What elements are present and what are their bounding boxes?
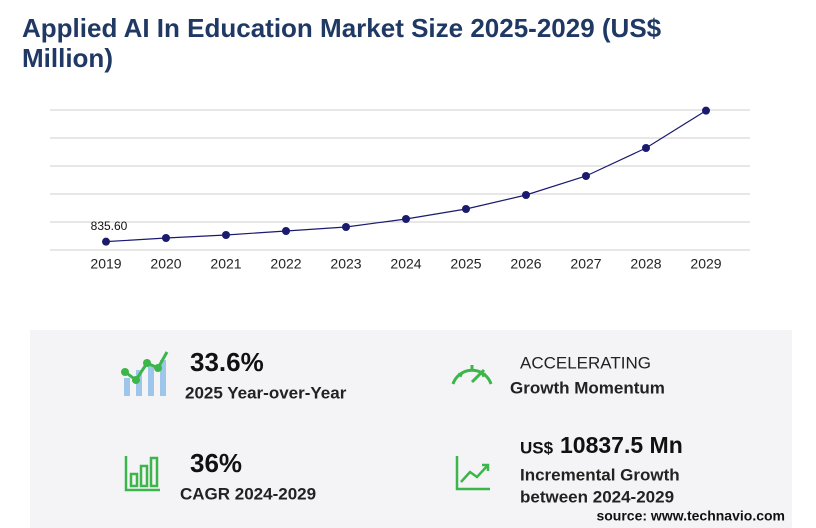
point <box>222 231 230 239</box>
point <box>582 172 590 180</box>
x-tick-label: 2026 <box>510 256 541 272</box>
point <box>522 191 530 199</box>
point <box>642 144 650 152</box>
point <box>102 237 110 246</box>
point <box>282 227 290 235</box>
x-tick-label: 2025 <box>450 256 481 272</box>
chart-title: Applied AI In Education Market Size 2025… <box>22 13 662 43</box>
point <box>402 215 410 223</box>
x-tick-label: 2023 <box>330 256 361 272</box>
gauge-icon <box>451 365 493 385</box>
x-tick-label: 2019 <box>90 256 121 272</box>
stat-label: between 2024-2029 <box>520 487 674 506</box>
trend-icon <box>455 456 490 491</box>
stat-label: Growth Momentum <box>510 378 665 397</box>
point <box>162 234 170 242</box>
bars-icon <box>124 456 160 492</box>
stat-label: 2025 Year-over-Year <box>185 383 347 402</box>
growth-icon <box>121 351 169 396</box>
stat-value: 36% <box>190 448 242 478</box>
stat-value: 33.6% <box>190 347 264 377</box>
stat-unit: US$ <box>520 438 554 457</box>
stat-value: 10837.5 Mn <box>560 432 683 458</box>
point <box>342 223 350 231</box>
stat-label: CAGR 2024-2029 <box>180 484 316 503</box>
source: source: www.technavio.com <box>596 508 785 524</box>
x-tick-label: 2021 <box>210 256 241 272</box>
x-tick-label: 2027 <box>570 256 601 272</box>
x-tick-label: 2029 <box>690 256 721 272</box>
value-label: 835.60 <box>91 219 128 233</box>
x-tick-label: 2028 <box>630 256 661 272</box>
x-tick-label: 2022 <box>270 256 301 272</box>
chart-title: Million) <box>22 43 113 73</box>
stat-label: Incremental Growth <box>520 465 680 484</box>
plot: 2019 2020 2021 2022 2023 2024 2025 2026 2027 2028… <box>50 106 750 272</box>
x-tick-label: 2020 <box>150 256 181 272</box>
x-tick-label: 2024 <box>390 256 421 272</box>
stats-panel <box>30 330 792 528</box>
point <box>462 205 470 213</box>
point <box>702 106 710 115</box>
stat-value: ACCELERATING <box>520 353 651 372</box>
